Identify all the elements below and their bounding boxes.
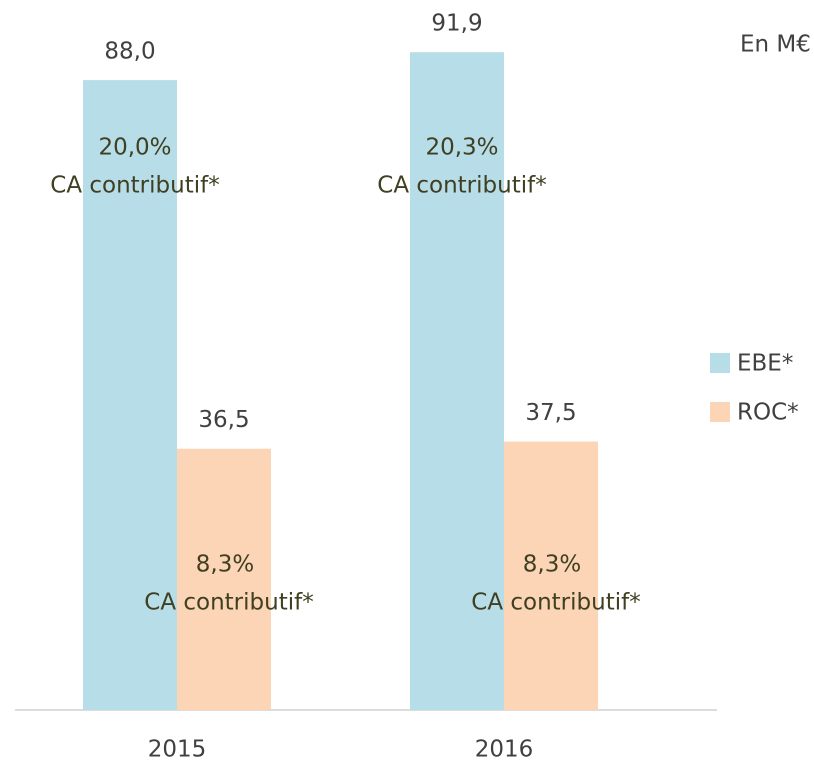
annotation: 20,0%	[98, 135, 171, 161]
value-label: 37,5	[525, 400, 576, 426]
legend-label: EBE*	[737, 351, 793, 377]
annotation: CA contributif*	[471, 590, 640, 616]
x-tick-label: 2016	[475, 737, 534, 763]
annotation: CA contributif*	[144, 590, 313, 616]
annotation: 8,3%	[523, 552, 581, 578]
value-label: 91,9	[431, 11, 482, 37]
legend-swatch	[710, 353, 730, 373]
bar	[410, 52, 504, 711]
annotation: 8,3%	[196, 552, 254, 578]
value-label: 36,5	[198, 407, 249, 433]
bar	[177, 448, 271, 710]
legend-swatch	[710, 402, 730, 422]
legend-label: ROC*	[737, 400, 799, 426]
x-tick-label: 2015	[148, 737, 207, 763]
annotation: CA contributif*	[377, 173, 546, 199]
bar	[504, 441, 598, 710]
annotation: CA contributif*	[50, 173, 219, 199]
value-label: 88,0	[104, 39, 155, 65]
unit-label: En M€	[740, 32, 811, 58]
annotation: 20,3%	[425, 135, 498, 161]
bar	[83, 80, 177, 710]
